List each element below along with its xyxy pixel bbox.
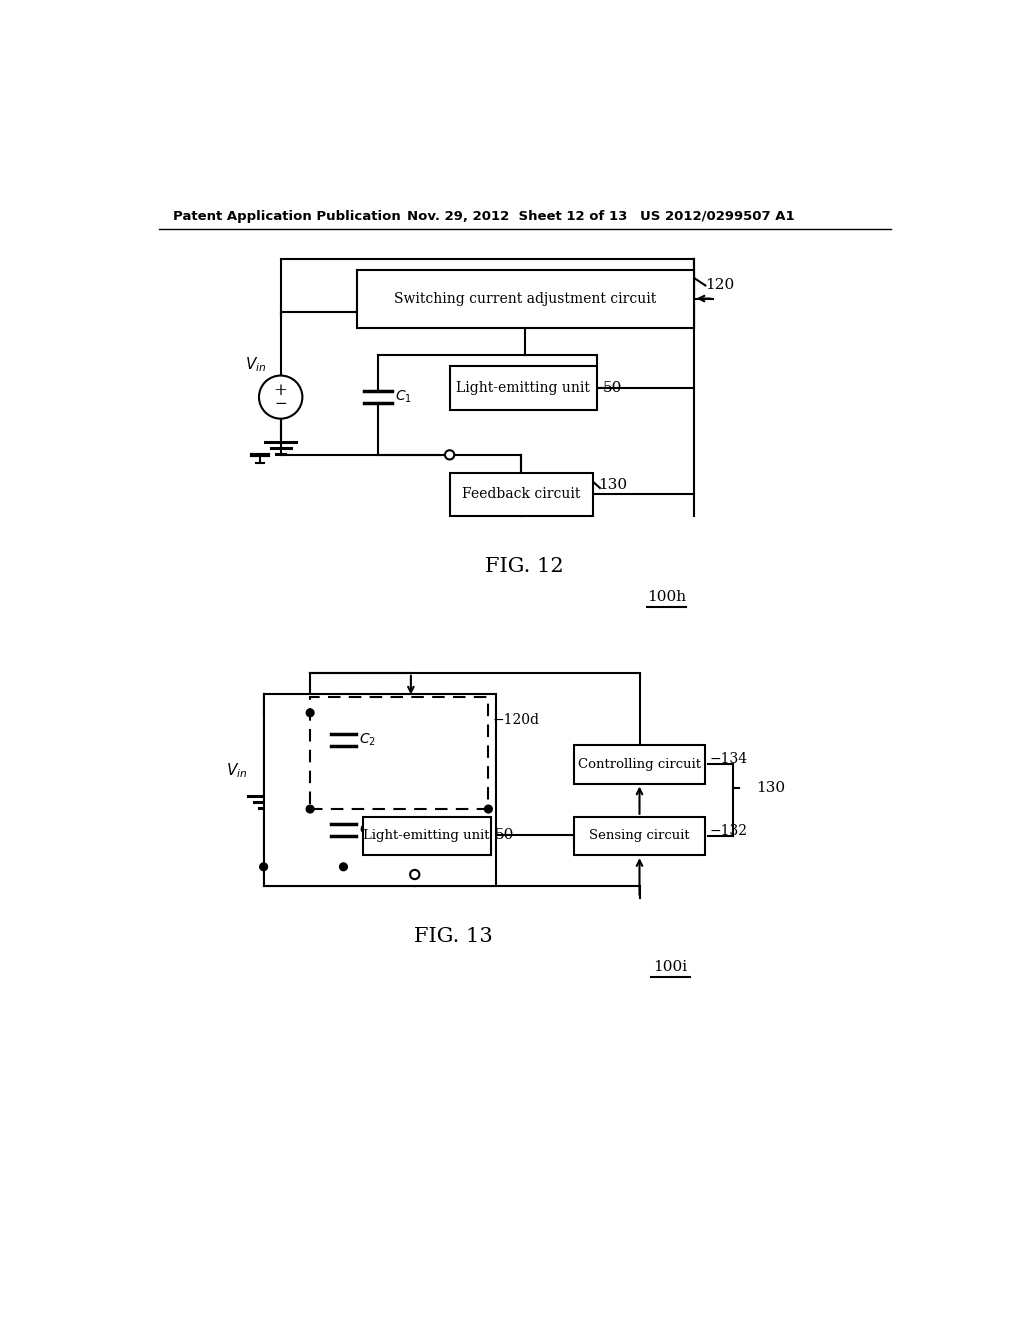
- FancyBboxPatch shape: [573, 744, 706, 784]
- Text: US 2012/0299507 A1: US 2012/0299507 A1: [640, 210, 795, 223]
- Text: Sensing circuit: Sensing circuit: [589, 829, 690, 842]
- Text: FIG. 12: FIG. 12: [485, 557, 564, 576]
- FancyBboxPatch shape: [362, 817, 490, 855]
- FancyBboxPatch shape: [573, 817, 706, 855]
- FancyBboxPatch shape: [356, 271, 693, 327]
- Text: +: +: [273, 383, 288, 400]
- Text: Light-emitting unit: Light-emitting unit: [364, 829, 489, 842]
- Text: Feedback circuit: Feedback circuit: [462, 487, 581, 502]
- Text: 100i: 100i: [653, 960, 687, 974]
- FancyBboxPatch shape: [450, 473, 593, 516]
- Circle shape: [340, 863, 347, 871]
- Text: 120: 120: [706, 277, 734, 292]
- Text: Patent Application Publication: Patent Application Publication: [173, 210, 400, 223]
- Text: −132: −132: [710, 825, 748, 838]
- Text: $C_2$: $C_2$: [359, 731, 376, 748]
- FancyBboxPatch shape: [310, 697, 488, 809]
- Text: Controlling circuit: Controlling circuit: [578, 758, 701, 771]
- Text: Light-emitting unit: Light-emitting unit: [457, 381, 590, 395]
- Text: −120d: −120d: [493, 714, 540, 727]
- Circle shape: [259, 376, 302, 418]
- Circle shape: [484, 805, 493, 813]
- Text: $V_{in}$: $V_{in}$: [245, 355, 266, 374]
- Circle shape: [306, 709, 314, 717]
- Text: Nov. 29, 2012  Sheet 12 of 13: Nov. 29, 2012 Sheet 12 of 13: [407, 210, 628, 223]
- Text: −134: −134: [710, 752, 748, 766]
- Text: $V_{in}$: $V_{in}$: [226, 762, 247, 780]
- Text: FIG. 13: FIG. 13: [414, 927, 493, 945]
- Circle shape: [410, 870, 420, 879]
- Text: 100h: 100h: [647, 590, 686, 605]
- Circle shape: [306, 805, 314, 813]
- Text: 50: 50: [602, 381, 622, 395]
- Circle shape: [260, 863, 267, 871]
- Text: $C_1$: $C_1$: [359, 821, 376, 838]
- Text: Switching current adjustment circuit: Switching current adjustment circuit: [393, 292, 656, 305]
- Text: −: −: [274, 397, 287, 411]
- Circle shape: [445, 450, 455, 459]
- Text: 130: 130: [598, 478, 628, 492]
- Text: $C_1$: $C_1$: [394, 389, 412, 405]
- Text: 50: 50: [495, 828, 514, 842]
- FancyBboxPatch shape: [450, 367, 597, 411]
- Text: 130: 130: [756, 781, 784, 795]
- FancyBboxPatch shape: [263, 693, 496, 886]
